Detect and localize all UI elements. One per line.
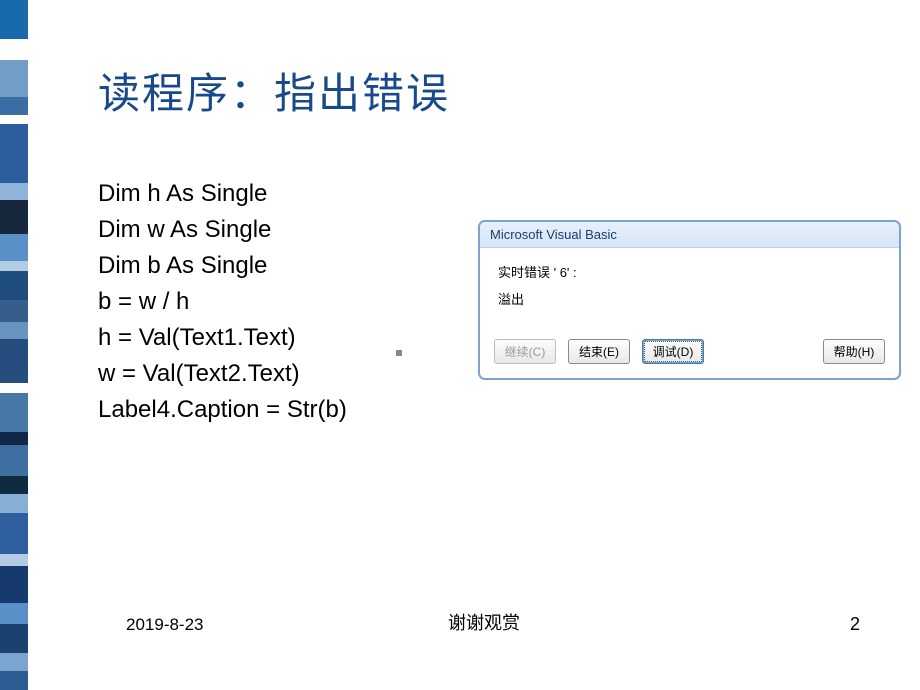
dialog-body: 实时错误 ' 6' : 溢出 [480,248,899,333]
decorative-ribbon [0,0,28,690]
code-line: Label4.Caption = Str(b) [98,392,438,428]
dialog-button-row: 继续(C) 结束(E) 调试(D) 帮助(H) [480,333,899,378]
page-title: 读程序：指出错误 [98,60,840,121]
code-line: Dim h As Single [98,176,438,212]
continue-button[interactable]: 继续(C) [494,339,556,364]
code-line: Dim b As Single [98,248,438,284]
slide-content: 读程序：指出错误 Dim h As Single Dim w As Single… [28,0,920,690]
code-line: Dim w As Single [98,212,438,248]
bullet-marker [396,350,402,356]
help-button[interactable]: 帮助(H) [823,339,885,364]
footer-page-number: 2 [850,614,860,635]
error-code-text: 实时错误 ' 6' : [498,262,881,281]
code-block: Dim h As Single Dim w As Single Dim b As… [98,176,438,428]
error-dialog: Microsoft Visual Basic 实时错误 ' 6' : 溢出 继续… [478,220,901,380]
debug-button[interactable]: 调试(D) [642,339,704,364]
footer-text: 谢谢观赏 [448,609,520,635]
footer-date: 2019-8-23 [126,615,204,635]
code-line: b = w / h [98,284,438,320]
error-message-text: 溢出 [498,289,881,308]
end-button[interactable]: 结束(E) [568,339,630,364]
dialog-title: Microsoft Visual Basic [480,222,899,248]
code-line: w = Val(Text2.Text) [98,356,438,392]
code-line: h = Val(Text1.Text) [98,320,438,356]
